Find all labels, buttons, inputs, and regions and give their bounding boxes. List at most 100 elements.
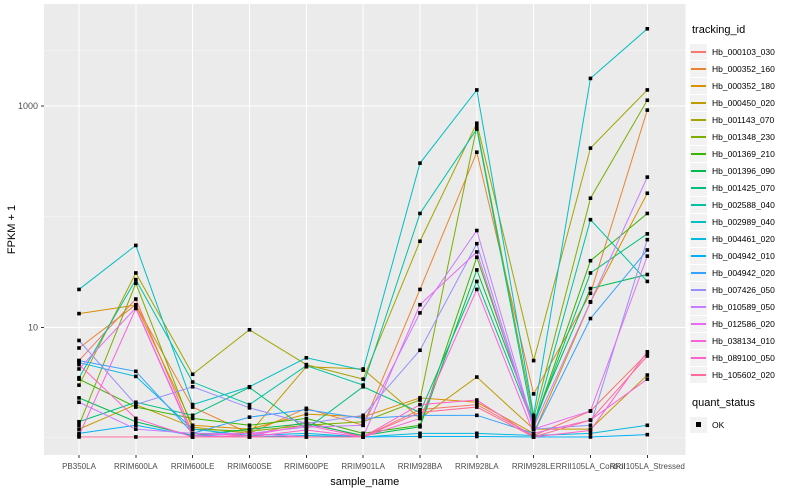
data-point bbox=[304, 412, 309, 416]
legend-item-label: Hb_004461_020 bbox=[712, 233, 775, 244]
legend-key-swatch bbox=[690, 416, 707, 433]
data-point bbox=[418, 239, 422, 244]
data-point bbox=[418, 402, 422, 407]
data-point bbox=[418, 311, 422, 315]
data-point bbox=[531, 427, 536, 431]
legend-tracking-items: Hb_000103_030 Hb_000352_160 Hb_000352_180 H… bbox=[690, 43, 800, 383]
data-point bbox=[134, 402, 138, 407]
data-point bbox=[588, 217, 593, 222]
data-point bbox=[645, 191, 650, 196]
data-point bbox=[190, 423, 195, 428]
legend-item-Hb_007426_050: Hb_007426_050 bbox=[690, 281, 800, 298]
data-point bbox=[475, 431, 479, 436]
legend-item-label: Hb_105602_020 bbox=[712, 369, 775, 380]
data-point bbox=[304, 423, 309, 428]
data-point bbox=[475, 287, 479, 292]
legend-title-tracking-id: tracking_id bbox=[692, 24, 746, 36]
data-point bbox=[134, 271, 138, 275]
data-point bbox=[588, 428, 593, 433]
data-point bbox=[77, 400, 81, 405]
data-point bbox=[588, 418, 593, 422]
data-point bbox=[531, 431, 536, 436]
data-point bbox=[588, 431, 593, 436]
data-point bbox=[475, 88, 479, 92]
data-point bbox=[531, 419, 536, 424]
data-point bbox=[418, 211, 422, 216]
data-point bbox=[190, 402, 195, 407]
data-point bbox=[134, 297, 138, 301]
data-point bbox=[77, 362, 81, 367]
legend-item-label: Hb_000103_030 bbox=[712, 46, 775, 57]
legend-item-label: Hb_001369_210 bbox=[712, 148, 775, 159]
data-point bbox=[588, 196, 593, 200]
data-point bbox=[418, 431, 422, 436]
legend-key-line bbox=[691, 152, 706, 155]
data-point bbox=[361, 416, 365, 421]
legend-item-Hb_004461_020: Hb_004461_020 bbox=[690, 230, 800, 247]
data-point bbox=[418, 348, 422, 353]
data-point bbox=[418, 416, 422, 421]
data-point bbox=[134, 405, 138, 409]
data-point bbox=[531, 413, 536, 418]
legend-key-line bbox=[691, 203, 706, 206]
data-point bbox=[134, 416, 138, 421]
data-point bbox=[588, 258, 593, 263]
data-point bbox=[645, 88, 650, 92]
data-point bbox=[475, 127, 479, 131]
data-point bbox=[247, 423, 252, 428]
data-point bbox=[247, 402, 252, 407]
legend-key-swatch bbox=[690, 43, 707, 60]
data-point bbox=[645, 98, 650, 103]
data-point bbox=[77, 435, 81, 439]
legend-item-Hb_004942_020: Hb_004942_020 bbox=[690, 264, 800, 281]
y-tick-label-10: 10 bbox=[28, 322, 38, 332]
legend-item-label: Hb_089100_050 bbox=[712, 352, 775, 363]
legend-key-swatch bbox=[690, 213, 707, 230]
data-point bbox=[77, 287, 81, 292]
data-point bbox=[247, 384, 252, 389]
legend-key-swatch bbox=[690, 77, 707, 94]
data-point bbox=[475, 405, 479, 409]
data-point bbox=[77, 346, 81, 350]
data-point bbox=[190, 435, 195, 439]
legend-item-Hb_010589_050: Hb_010589_050 bbox=[690, 298, 800, 315]
data-point bbox=[247, 327, 252, 332]
legend-key-swatch bbox=[690, 332, 707, 349]
data-point bbox=[418, 424, 422, 429]
data-point bbox=[645, 175, 650, 179]
legend-item-label: Hb_007426_050 bbox=[712, 284, 775, 295]
data-point bbox=[304, 435, 309, 439]
legend-key-line bbox=[691, 118, 706, 121]
data-point bbox=[588, 291, 593, 296]
legend-item-Hb_004942_010: Hb_004942_010 bbox=[690, 247, 800, 264]
data-point bbox=[247, 431, 252, 436]
data-point bbox=[645, 237, 650, 242]
legend-quant-block: quant_status OK bbox=[690, 397, 800, 433]
legend-key-line bbox=[691, 322, 706, 325]
legend-item-label: Hb_001143_070 bbox=[712, 114, 775, 125]
legend-key-line bbox=[691, 339, 706, 342]
data-point bbox=[475, 150, 479, 154]
legend-key-swatch bbox=[690, 60, 707, 77]
legend-key-line bbox=[691, 169, 706, 172]
legend-title-quant-status: quant_status bbox=[692, 397, 755, 409]
data-point bbox=[475, 434, 479, 439]
data-point bbox=[190, 405, 195, 409]
data-point bbox=[418, 161, 422, 165]
data-point bbox=[475, 402, 479, 407]
data-point bbox=[361, 413, 365, 418]
legend-item-Hb_001348_230: Hb_001348_230 bbox=[690, 128, 800, 145]
data-point bbox=[190, 384, 195, 389]
legend-key-swatch bbox=[690, 196, 707, 213]
data-point bbox=[77, 358, 81, 363]
data-point bbox=[190, 380, 195, 384]
legend-item-Hb_001143_070: Hb_001143_070 bbox=[690, 111, 800, 128]
legend-key-swatch bbox=[690, 349, 707, 366]
legend-item-label: Hb_012586_020 bbox=[712, 318, 775, 329]
data-point bbox=[134, 423, 138, 428]
legend-key-line bbox=[691, 254, 706, 257]
x-tick-label-RRIM901LA: RRIM901LA bbox=[341, 462, 385, 471]
legend-key-swatch bbox=[690, 315, 707, 332]
data-point bbox=[77, 423, 81, 428]
